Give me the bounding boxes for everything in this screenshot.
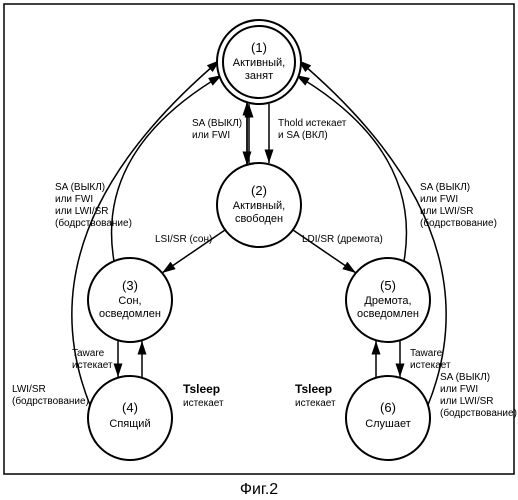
node-2-num: (2) — [251, 183, 267, 198]
node-5: (5) Дремота, осведомлен — [346, 258, 430, 342]
label-1-2-right-l2: и SA (ВКЛ) — [278, 130, 328, 141]
label-4-1-l1: LWI/SR — [12, 384, 46, 395]
figure-caption: Фиг.2 — [240, 481, 278, 498]
state-diagram: (1) Активный, занят (2) Активный, свобод… — [0, 0, 518, 500]
label-3-1-l2: или FWI — [55, 194, 93, 205]
node-2: (2) Активный, свободен — [217, 163, 301, 247]
node-3-num: (3) — [122, 278, 138, 293]
label-5-1-l1: SA (ВЫКЛ) — [420, 182, 470, 193]
label-6-5-l2: истекает — [295, 398, 336, 409]
node-6: (6) Слушает — [346, 376, 430, 460]
label-3-4-l1: Taware — [72, 348, 105, 359]
label-4-3-l1: Tsleep — [183, 382, 220, 396]
node-3-l1: Сон, — [118, 295, 141, 307]
label-5-6-l1: Taware — [410, 348, 443, 359]
label-3-1-l4: (бодрствование) — [55, 217, 132, 229]
node-5-l2: осведомлен — [357, 308, 419, 320]
label-1-2-left-l2: или FWI — [192, 130, 230, 141]
node-6-l1: Слушает — [365, 418, 411, 430]
label-2-3: LSI/SR (сон) — [155, 234, 212, 245]
label-6-1-l3: или LWI/SR — [440, 396, 494, 407]
label-3-1-l1: SA (ВЫКЛ) — [55, 182, 105, 193]
label-4-3-l2: истекает — [183, 398, 224, 409]
label-3-1-l3: или LWI/SR — [55, 206, 109, 217]
label-3-4-l2: истекает — [72, 360, 113, 371]
label-2-5: LDI/SR (дремота) — [302, 234, 383, 245]
label-4-1-l2: (бодрствование) — [12, 395, 89, 407]
node-4-l1: Спящий — [109, 418, 150, 430]
node-3: (3) Сон, осведомлен — [88, 258, 172, 342]
label-5-1-l4: (бодрствование) — [420, 217, 497, 229]
label-1-2-right-l1: Thold истекает — [278, 118, 347, 129]
node-5-l1: Дремота, — [364, 295, 411, 307]
node-2-l1: Активный, — [233, 200, 285, 212]
label-5-6-l2: истекает — [410, 360, 451, 371]
label-1-2-left-l1: SA (ВЫКЛ) — [192, 118, 242, 129]
label-6-1-l2: или FWI — [440, 384, 478, 395]
node-1-l1: Активный, — [233, 57, 285, 69]
node-1-l2: занят — [245, 70, 273, 82]
label-6-1-l4: (бодрствование) — [440, 407, 517, 419]
label-6-1-l1: SA (ВЫКЛ) — [440, 372, 490, 383]
node-5-num: (5) — [380, 278, 396, 293]
node-1-num: (1) — [251, 40, 267, 55]
node-2-l2: свободен — [235, 213, 283, 225]
node-1: (1) Активный, занят — [217, 20, 301, 104]
node-3-l2: осведомлен — [99, 308, 161, 320]
label-5-1-l2: или FWI — [420, 194, 458, 205]
node-4: (4) Спящий — [88, 376, 172, 460]
label-5-1-l3: или LWI/SR — [420, 206, 474, 217]
node-4-num: (4) — [122, 400, 138, 415]
node-6-num: (6) — [380, 400, 396, 415]
label-6-5-l1: Tsleep — [295, 382, 332, 396]
